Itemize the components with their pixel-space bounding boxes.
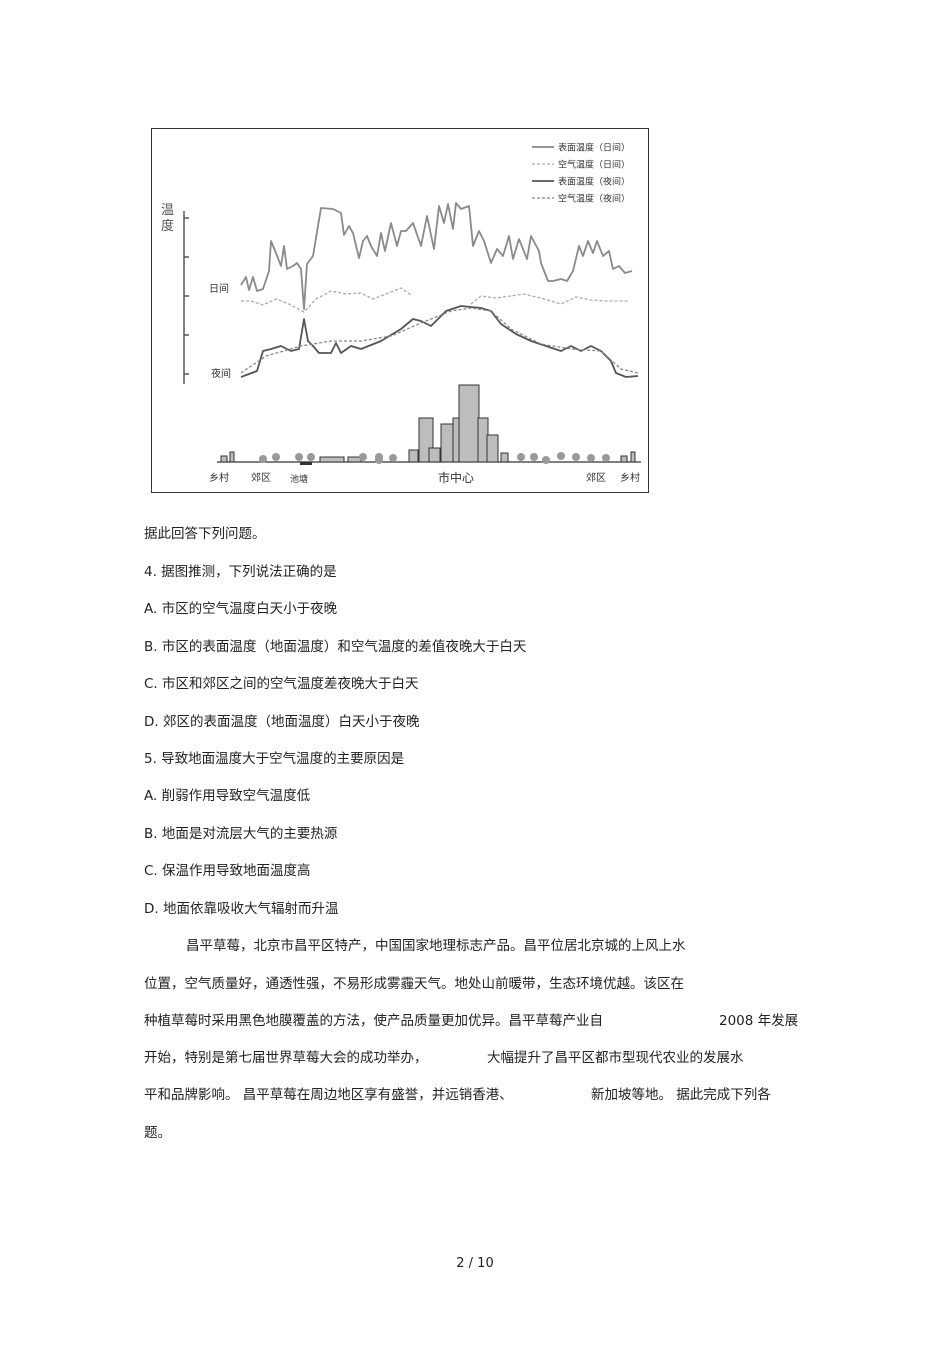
legend-item: 表面温度（夜间） <box>558 176 630 188</box>
tree-icon <box>602 454 610 462</box>
x-label-rural-right: 乡村 <box>620 471 640 484</box>
x-label-city-center: 市中心 <box>438 470 474 485</box>
day-air-temperature-line <box>241 287 412 313</box>
y-axis-label-1: 温 <box>161 203 174 218</box>
legend-item: 空气温度（夜间） <box>558 193 630 205</box>
y-axis-label-2: 度 <box>161 218 174 234</box>
x-label-pond: 池塘 <box>290 473 308 485</box>
question-4-option-c: C. 市区和郊区之间的空气温度差夜晚大于白天 <box>144 676 419 692</box>
building <box>408 449 419 463</box>
question-4-option-a: A. 市区的空气温度白天小于夜晚 <box>144 601 338 617</box>
passage-line-2: 位置，空气质量好，通透性强，不易形成雾霾天气。地处山前暖带，生态环境优越。该区在 <box>144 976 684 992</box>
legend-item: 空气温度（日间） <box>558 159 630 171</box>
page-number: 2 / 10 <box>456 1256 494 1271</box>
day-air-temperature-line <box>470 293 629 305</box>
building <box>229 451 235 463</box>
legend-item: 表面温度（日间） <box>558 142 630 154</box>
night-surface-temperature-line <box>240 305 639 378</box>
passage-line-1: 昌平草莓，北京市昌平区特产，中国国家地理标志产品。昌平位居北京城的上风上水 <box>186 938 686 954</box>
tree-icon <box>259 455 267 463</box>
passage-line-5b: 新加坡等地。 据此完成下列各 <box>591 1087 771 1103</box>
temperature-profile-svg: 表面温度（日间）空气温度（日间）表面温度（夜间）空气温度（夜间） 温 度 日间 … <box>161 142 641 485</box>
building <box>630 451 636 463</box>
building <box>440 423 454 463</box>
building <box>458 384 480 463</box>
tree-icon <box>295 453 303 461</box>
question-4-option-b: B. 市区的表面温度（地面温度）和空气温度的差值夜晚大于白天 <box>144 639 527 655</box>
tree-icon <box>587 454 595 462</box>
question-4-option-d: D. 郊区的表面温度（地面温度）白天小于夜晚 <box>144 714 420 730</box>
tree-icon <box>375 456 383 464</box>
building <box>319 456 345 463</box>
tree-icon <box>389 454 397 462</box>
tree-icon <box>572 453 580 461</box>
passage-line-4b: 大幅提升了昌平区都市型现代农业的发展水 <box>487 1050 744 1066</box>
question-5-option-a: A. 削弱作用导致空气温度低 <box>144 788 311 804</box>
question-5-stem: 5. 导致地面温度大于空气温度的主要原因是 <box>144 751 405 767</box>
question-5-option-d: D. 地面依靠吸收大气辐射而升温 <box>144 901 339 917</box>
question-4-stem: 4. 据图推测，下列说法正确的是 <box>144 564 337 580</box>
building <box>486 434 499 463</box>
tree-icon <box>530 453 538 461</box>
tree-icon <box>542 456 550 464</box>
tree-icon <box>557 452 565 460</box>
pond <box>300 462 312 465</box>
passage-line-3b: 2008 年发展 <box>719 1013 799 1029</box>
legend: 表面温度（日间） 空气温度（日间） 表面温度（夜间） 空气温度（夜间） <box>532 142 630 205</box>
x-label-suburb-left: 郊区 <box>251 471 271 484</box>
building <box>220 455 228 463</box>
tree-icon <box>517 453 525 461</box>
passage-line-4: 开始，特别是第七届世界草莓大会的成功举办， <box>144 1050 428 1066</box>
label-night: 夜间 <box>211 367 231 380</box>
building <box>347 456 362 463</box>
label-day: 日间 <box>209 282 229 295</box>
y-axis <box>183 211 189 384</box>
building <box>620 455 628 463</box>
x-label-suburb-right: 郊区 <box>586 471 606 484</box>
tree-icon <box>272 453 280 461</box>
day-surface-temperature-line <box>240 202 633 310</box>
tree-icon <box>307 453 315 461</box>
tree-icon <box>359 453 367 461</box>
passage-line-5: 平和品牌影响。 昌平草莓在周边地区享有盛誉，并远销香港、 <box>144 1087 513 1103</box>
intro-text: 据此回答下列问题。 <box>144 526 266 542</box>
passage-line-3: 种植草莓时采用黑色地膜覆盖的方法，使产品质量更加优异。昌平草莓产业自 <box>144 1013 603 1029</box>
building <box>500 452 509 463</box>
question-5-option-b: B. 地面是对流层大气的主要热源 <box>144 826 338 842</box>
building <box>428 447 441 463</box>
urban-heat-island-diagram: 表面温度（日间） 空气温度（日间） 表面温度（夜间） 空气温度（夜间） 温 度 日间 … <box>151 128 649 493</box>
night-air-temperature-line <box>240 307 639 374</box>
x-label-rural-left: 乡村 <box>209 471 229 484</box>
passage-line-6: 题。 <box>144 1125 171 1141</box>
question-5-option-c: C. 保温作用导致地面温度高 <box>144 863 311 879</box>
